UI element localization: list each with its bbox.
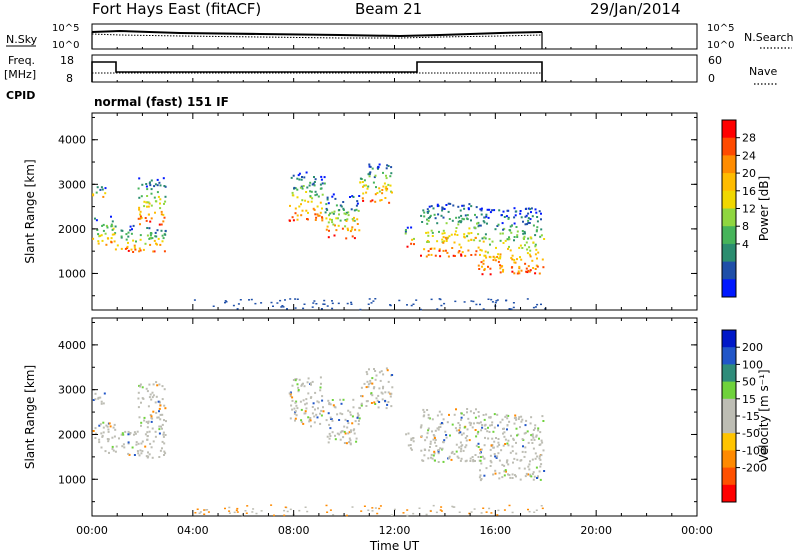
colorbar-segment bbox=[722, 347, 736, 365]
colorbar-segment bbox=[722, 381, 736, 400]
colorbar-segment bbox=[722, 226, 736, 245]
ytick-label: 2000 bbox=[58, 223, 86, 236]
colorbar-segment bbox=[722, 261, 736, 280]
nsearch-label: N.Search bbox=[744, 31, 794, 44]
beam-title: Beam 21 bbox=[355, 0, 423, 18]
colorbar-segment bbox=[722, 173, 736, 192]
nave-label: Nave bbox=[749, 65, 777, 78]
colorbar-tick-label: 15 bbox=[742, 393, 756, 406]
colorbar-tick-label: 24 bbox=[742, 149, 756, 162]
colorbar-tick-label: -100 bbox=[742, 444, 767, 457]
colorbar-tick-label: 8 bbox=[742, 220, 749, 233]
freq-tick-bottom: 8 bbox=[66, 72, 73, 85]
station-title: Fort Hays East (fitACF) bbox=[92, 0, 262, 18]
ytick-label: 3000 bbox=[58, 178, 86, 191]
xtick-label: 08:00 bbox=[278, 524, 310, 537]
nave-tick-bottom: 0 bbox=[708, 72, 715, 85]
power-panel bbox=[91, 112, 698, 311]
ytick-label: 4000 bbox=[58, 134, 86, 147]
noise-panel: N.Sky 10^5 10^0 10^5 10^0 N.Search bbox=[6, 23, 794, 51]
noise-tick-bottom-right: 10^0 bbox=[707, 40, 734, 51]
nsky-label: N.Sky bbox=[6, 33, 38, 46]
nsearch-trace bbox=[91, 33, 543, 39]
noise-tick-top-left: 10^5 bbox=[52, 23, 79, 34]
colorbar-segment bbox=[722, 450, 736, 469]
colorbar-segment bbox=[722, 398, 736, 417]
colorbar-segment bbox=[722, 364, 736, 383]
ylabel: Slant Range [km] bbox=[23, 159, 37, 263]
colorbar-segment bbox=[722, 208, 736, 227]
colorbar-segment bbox=[722, 243, 736, 263]
vel-echoes bbox=[92, 367, 546, 517]
colorbar-segment bbox=[722, 433, 736, 451]
colorbar-segment bbox=[722, 279, 736, 298]
colorbar-segment bbox=[722, 155, 736, 174]
noise-tick-top-right: 10^5 bbox=[707, 23, 734, 34]
colorbar-segment bbox=[722, 330, 736, 348]
colorbar-segment bbox=[722, 467, 736, 486]
freq-panel: Freq. [MHz] 18 8 60 0 Nave CPID normal (… bbox=[4, 54, 778, 109]
colorbar-tick-label: -15 bbox=[742, 410, 760, 423]
xtick-label: 00:00 bbox=[76, 524, 108, 537]
nave-tick-top: 60 bbox=[708, 54, 722, 67]
colorbar-tick-label: 200 bbox=[742, 341, 763, 354]
colorbar-tick-label: 28 bbox=[742, 132, 756, 145]
ytick-label: 2000 bbox=[58, 428, 86, 441]
colorbar-segment bbox=[722, 416, 736, 434]
ytick-label: 1000 bbox=[58, 267, 86, 280]
colorbar-tick-label: 100 bbox=[742, 358, 763, 371]
date-title: 29/Jan/2014 bbox=[590, 0, 681, 18]
ytick-label: 3000 bbox=[58, 384, 86, 397]
ylabel: Slant Range [km] bbox=[23, 365, 37, 469]
colorbar-label: Power [dB] bbox=[757, 176, 771, 241]
xtick-label: 16:00 bbox=[479, 524, 511, 537]
freq-label: Freq. bbox=[8, 54, 35, 67]
nsky-trace bbox=[91, 29, 543, 38]
xtick-label: 04:00 bbox=[177, 524, 209, 537]
noise-tick-bottom-left: 10^0 bbox=[52, 40, 79, 51]
xtick-label: 00:00 bbox=[681, 524, 713, 537]
velocity-panel bbox=[91, 317, 698, 517]
colorbar-tick-label: 16 bbox=[742, 185, 756, 198]
xlabel: Time UT bbox=[369, 539, 420, 553]
freq-tick-top: 18 bbox=[60, 54, 74, 67]
xtick-label: 20:00 bbox=[580, 524, 612, 537]
colorbar-tick-label: 50 bbox=[742, 376, 756, 389]
colorbar-segment bbox=[722, 137, 736, 156]
xtick-label: 12:00 bbox=[379, 524, 411, 537]
colorbar-tick-label: 12 bbox=[742, 203, 756, 216]
colorbar-segment bbox=[722, 484, 736, 503]
colorbar-tick-label: -50 bbox=[742, 427, 760, 440]
colorbar-segment bbox=[722, 120, 736, 139]
cpid-label: CPID bbox=[6, 89, 35, 102]
power-echoes bbox=[92, 163, 547, 311]
freq-trace bbox=[91, 61, 543, 82]
colorbar-tick-label: -200 bbox=[742, 462, 767, 475]
mode-label: normal (fast) 151 IF bbox=[94, 95, 229, 109]
colorbar-segment bbox=[722, 190, 736, 209]
ytick-label: 1000 bbox=[58, 473, 86, 486]
colorbar-label: Velocity [m s⁻¹] bbox=[757, 369, 771, 462]
colorbar-tick-label: 20 bbox=[742, 167, 756, 180]
colorbar-tick-label: 4 bbox=[742, 238, 749, 251]
freq-unit: [MHz] bbox=[4, 68, 36, 81]
ytick-label: 4000 bbox=[58, 339, 86, 352]
